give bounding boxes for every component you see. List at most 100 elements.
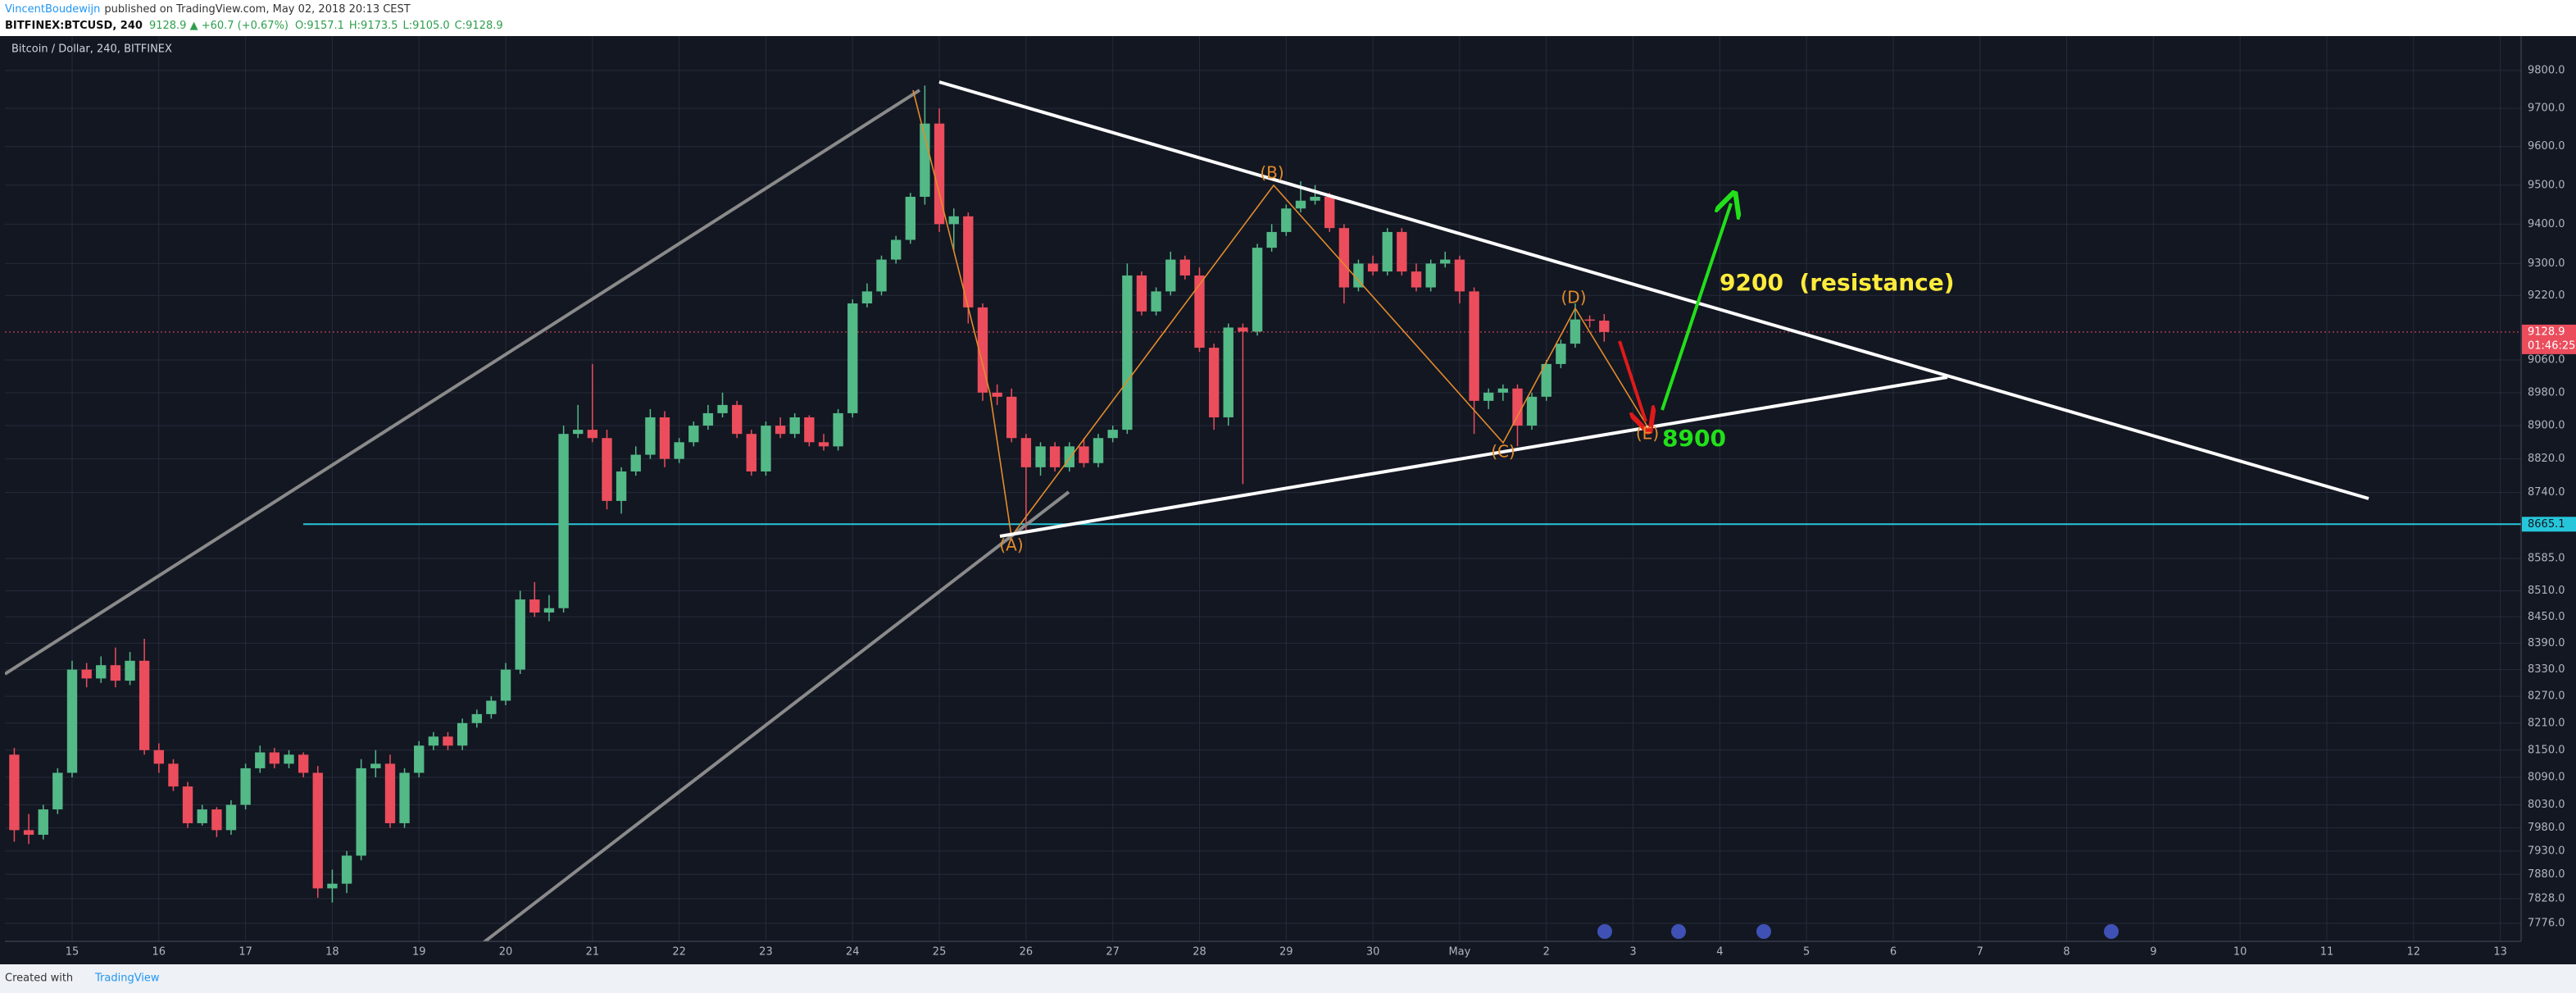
candle-body (1136, 275, 1147, 312)
y-tick-label: 9300.0 (2528, 257, 2565, 270)
y-tick-label: 9700.0 (2528, 102, 2565, 115)
candle-body (1223, 327, 1233, 417)
x-tick-label: 13 (2493, 946, 2507, 959)
ohlc-low: L:9105.0 (403, 20, 450, 32)
candle-body (428, 736, 439, 746)
chart-title: Bitcoin / Dollar, 240, BITFINEX (11, 43, 172, 56)
x-tick-label: 2 (1543, 946, 1550, 959)
candle-body (702, 412, 714, 426)
candle-body (1049, 446, 1061, 467)
candle-body (269, 752, 280, 764)
candle-body (1526, 396, 1538, 426)
event-icon[interactable] (2104, 924, 2119, 939)
y-tick-label: 9600.0 (2528, 140, 2565, 153)
y-tick-label: 7776.0 (2528, 917, 2565, 929)
x-tick-label: 11 (2320, 946, 2334, 959)
header-line: VincentBoudewijn published on TradingView… (5, 3, 411, 16)
y-tick-label: 8450.0 (2528, 611, 2565, 623)
candle-body (1295, 200, 1306, 209)
symbol: BITFINEX:BTCUSD, 240 (5, 20, 143, 32)
candle-body (153, 749, 164, 764)
y-tick-label: 8330.0 (2528, 663, 2565, 676)
down-arrow (1618, 340, 1646, 421)
candle-body (52, 772, 63, 810)
candle-body (847, 303, 858, 413)
x-tick-label: 20 (499, 946, 513, 959)
candle-body (1497, 388, 1509, 393)
x-tick-label: 5 (1803, 946, 1810, 959)
candle-body (1093, 438, 1104, 463)
candle-body (920, 123, 930, 197)
candle-body (1425, 263, 1436, 288)
candle-body (182, 786, 193, 823)
candle-body (1266, 231, 1277, 248)
event-icon[interactable] (1756, 924, 1771, 939)
x-tick-label: 4 (1716, 946, 1723, 959)
y-tick-label: 9800.0 (2528, 65, 2565, 77)
candle-body (543, 608, 555, 613)
candle-body (789, 417, 800, 435)
candle-body (1338, 228, 1350, 288)
candle-body (399, 772, 410, 823)
event-icon[interactable] (1671, 924, 1686, 939)
y-tick-label: 8510.0 (2528, 585, 2565, 597)
x-tick-label: 25 (933, 946, 947, 959)
symbol-line: BITFINEX:BTCUSD, 240 9128.9 ▲ +60.7 (+0.6… (5, 20, 503, 32)
candle-body (471, 713, 482, 723)
countdown: 01:46:25 (2528, 339, 2575, 352)
candle-body (81, 669, 92, 679)
x-tick-label: 18 (325, 946, 339, 959)
candle-body (558, 434, 569, 608)
event-icon[interactable] (1597, 924, 1612, 939)
y-tick-label: 8090.0 (2528, 772, 2565, 784)
x-tick-label: 7 (1977, 946, 1983, 959)
candle-body (1599, 321, 1610, 332)
wave-label: (B) (1260, 163, 1283, 183)
price-tag (2522, 324, 2576, 354)
wave-label: (C) (1491, 442, 1515, 462)
candle-body (775, 426, 786, 435)
x-tick-label: 19 (412, 946, 426, 959)
y-tick-label: 9220.0 (2528, 289, 2565, 302)
x-tick-label: 30 (1366, 946, 1380, 959)
candle-body (1006, 396, 1017, 439)
candle-body (443, 736, 453, 746)
footer-brand[interactable]: TradingView (94, 973, 160, 985)
candle-body (284, 754, 294, 764)
candle-body (804, 417, 815, 443)
candle-body (1107, 430, 1118, 439)
candle-body (139, 660, 150, 750)
candle-body (168, 763, 179, 787)
candle-body (674, 442, 684, 459)
candle-body (1353, 263, 1364, 288)
y-tick-label: 9400.0 (2528, 218, 2565, 230)
x-tick-label: 29 (1279, 946, 1293, 959)
candle-body (1208, 348, 1220, 417)
candle-body (746, 434, 756, 471)
candle-body (890, 239, 902, 260)
price-tag-label: 8665.1 (2528, 518, 2565, 531)
price-tag (2522, 517, 2576, 532)
candle-body (1035, 446, 1046, 467)
candle-body (1512, 388, 1523, 426)
x-tick-label: 6 (1890, 946, 1897, 959)
x-tick-label: 8 (2063, 946, 2069, 959)
ohlc-close: C:9128.9 (455, 20, 503, 32)
author[interactable]: VincentBoudewijn (5, 3, 100, 16)
wave-label: (E) (1636, 424, 1659, 444)
price: 9128.9 ▲ +60.7 (+0.67%) (149, 20, 288, 32)
x-tick-label: 9 (2150, 946, 2156, 959)
candle-body (255, 752, 266, 768)
x-tick-label: 23 (759, 946, 773, 959)
y-tick-label: 7930.0 (2528, 845, 2565, 857)
candle-body (240, 768, 251, 805)
candle-body (1469, 291, 1479, 401)
y-tick-label: 9060.0 (2528, 353, 2565, 366)
candle-body (645, 417, 656, 455)
candle-body (298, 754, 309, 773)
candle-body (414, 745, 425, 773)
candle-body (356, 768, 366, 856)
candle-body (110, 665, 121, 681)
candle-body (761, 426, 771, 471)
